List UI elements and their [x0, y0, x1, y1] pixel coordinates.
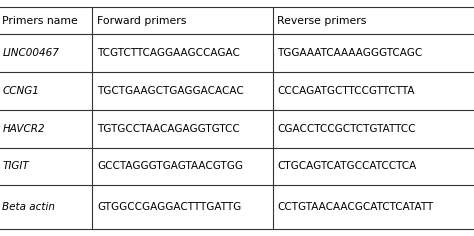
- Text: CCNG1: CCNG1: [2, 86, 39, 96]
- Text: LINC00467: LINC00467: [2, 48, 59, 58]
- Text: TCGTCTTCAGGAAGCCAGAC: TCGTCTTCAGGAAGCCAGAC: [97, 48, 240, 58]
- Text: TGGAAATCAAAAGGGTCAGC: TGGAAATCAAAAGGGTCAGC: [277, 48, 422, 58]
- Text: Forward primers: Forward primers: [97, 16, 187, 26]
- Text: TIGIT: TIGIT: [2, 161, 29, 171]
- Text: GCCTAGGGTGAGTAACGTGG: GCCTAGGGTGAGTAACGTGG: [97, 161, 243, 171]
- Text: Primers name: Primers name: [2, 16, 78, 26]
- Text: CGACCTCCGCTCTGTATTCC: CGACCTCCGCTCTGTATTCC: [277, 124, 416, 134]
- Text: TGTGCCTAACAGAGGTGTCC: TGTGCCTAACAGAGGTGTCC: [97, 124, 240, 134]
- Text: CCTGTAACAACGCATCTCATATT: CCTGTAACAACGCATCTCATATT: [277, 202, 434, 212]
- Text: CTGCAGTCATGCCATCCTCA: CTGCAGTCATGCCATCCTCA: [277, 161, 417, 171]
- Text: HAVCR2: HAVCR2: [2, 124, 45, 134]
- Text: CCCAGATGCTTCCGTTCTTA: CCCAGATGCTTCCGTTCTTA: [277, 86, 415, 96]
- Text: Reverse primers: Reverse primers: [277, 16, 367, 26]
- Text: TGCTGAAGCTGAGGACACAC: TGCTGAAGCTGAGGACACAC: [97, 86, 244, 96]
- Text: Beta actin: Beta actin: [2, 202, 55, 212]
- Text: GTGGCCGAGGACTTTGATTG: GTGGCCGAGGACTTTGATTG: [97, 202, 241, 212]
